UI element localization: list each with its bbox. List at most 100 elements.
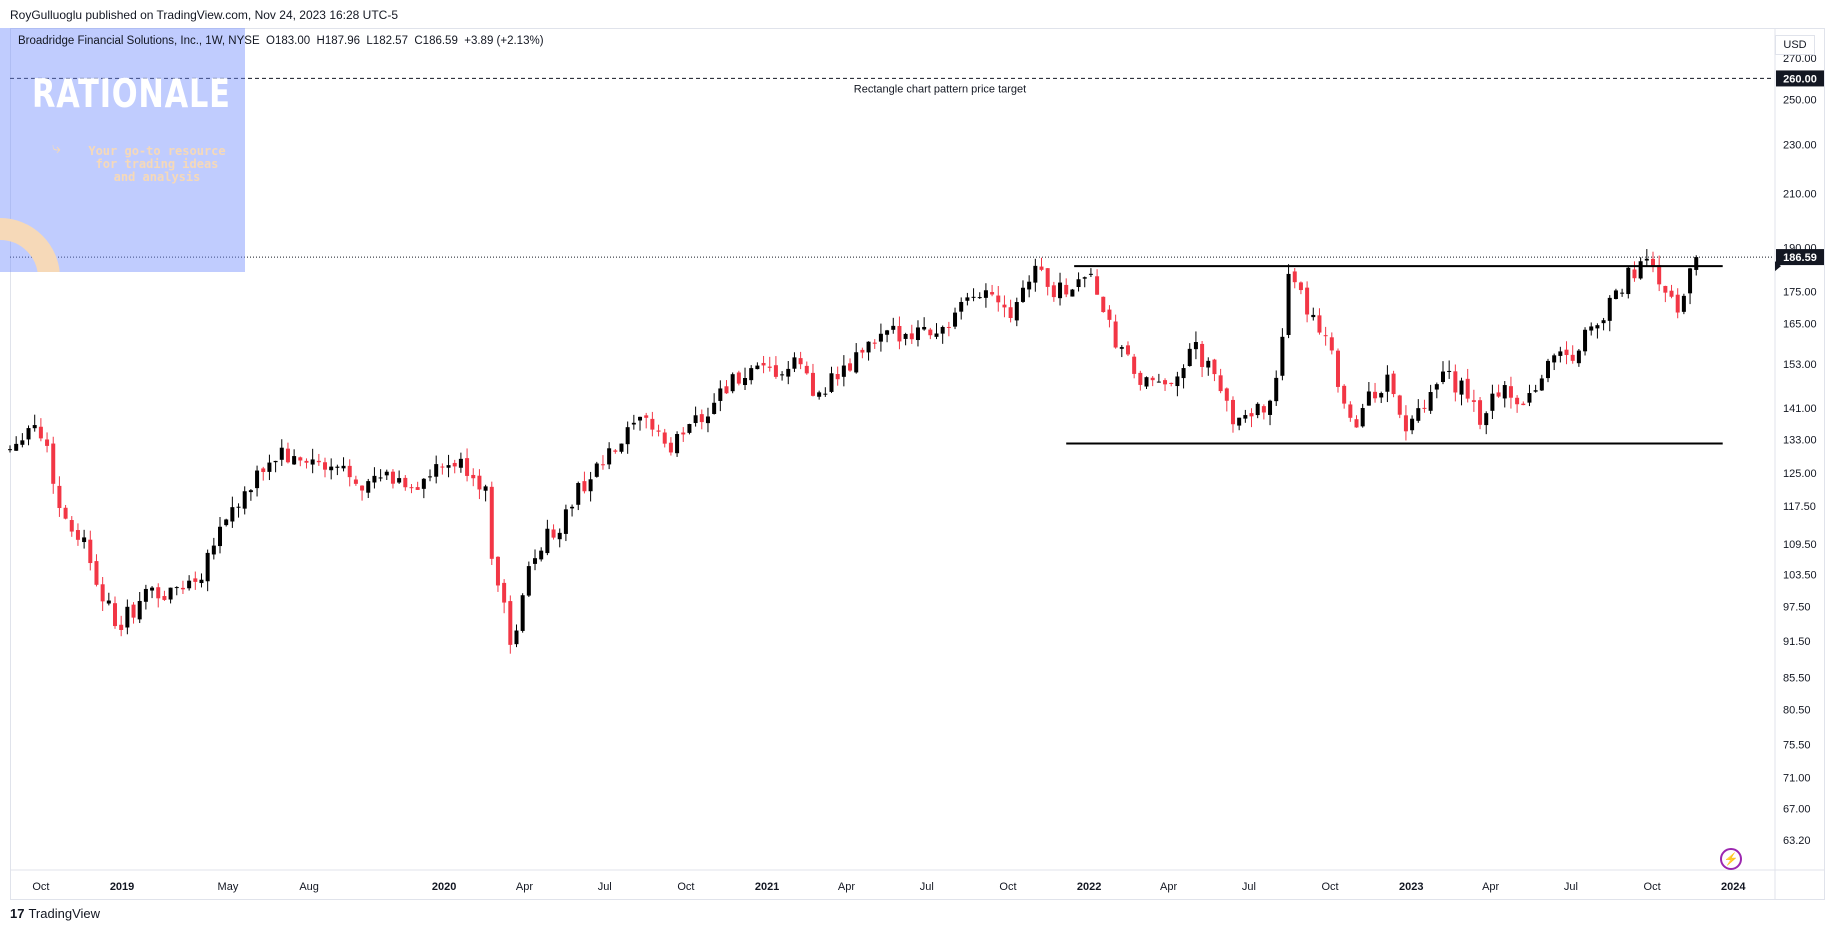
candle-body	[712, 402, 717, 414]
candle-body	[749, 368, 754, 381]
curved-arrow-icon: ⤷	[52, 140, 61, 157]
symbol-legend[interactable]: Broadridge Financial Solutions, Inc., 1W…	[18, 35, 544, 47]
candle-body	[1292, 271, 1297, 283]
candle-body	[1379, 393, 1384, 398]
y-tick-label: 91.50	[1783, 636, 1811, 648]
candle-body	[990, 292, 995, 295]
change-value: +3.89 (+2.13%)	[464, 35, 544, 47]
candle-body	[1366, 391, 1371, 406]
candle-body	[137, 600, 142, 620]
candle-body	[854, 352, 859, 373]
candle-body	[1305, 287, 1310, 315]
candle-body	[1119, 347, 1124, 349]
target-line-label: Rectangle chart pattern price target	[854, 83, 1026, 95]
candle-body	[409, 487, 414, 489]
candle-body	[1632, 269, 1637, 279]
tradingview-logo[interactable]: 17 TradingView	[10, 906, 100, 921]
candle-body	[743, 378, 748, 386]
candle-body	[1125, 345, 1130, 355]
candle-body	[63, 507, 68, 519]
candle-body	[619, 443, 624, 452]
x-tick-label: Apr	[838, 881, 855, 893]
symbol-name[interactable]: Broadridge Financial Solutions, Inc., 1W…	[18, 35, 260, 47]
candle-body	[755, 365, 760, 370]
candle-body	[218, 526, 223, 547]
candle-body	[780, 374, 785, 376]
candle-body	[1613, 290, 1618, 300]
candle-body	[773, 365, 778, 377]
candle-body	[1410, 418, 1415, 431]
candle-body	[465, 458, 470, 476]
candle-body	[607, 448, 612, 465]
candle-body	[434, 464, 439, 477]
candle-body	[483, 486, 488, 491]
candle-body	[1545, 360, 1550, 379]
candle-body	[1058, 282, 1063, 299]
chart-frame[interactable]	[10, 28, 1825, 900]
candle-body	[378, 477, 383, 479]
candle-body	[1181, 368, 1186, 379]
candle-body	[1218, 375, 1223, 392]
price-label-text: 186.59	[1783, 252, 1817, 264]
currency-label[interactable]: USD	[1775, 35, 1815, 55]
candle-body	[705, 416, 710, 424]
candle-body	[335, 466, 340, 468]
candle-body	[8, 449, 12, 451]
candle-body	[1650, 258, 1655, 268]
candle-body	[922, 326, 927, 330]
candle-body	[384, 471, 389, 476]
candle-body	[940, 326, 945, 334]
candle-body	[1521, 403, 1526, 406]
candle-body	[279, 447, 284, 460]
candle-body	[761, 362, 766, 366]
y-tick-label: 80.50	[1783, 705, 1811, 717]
candle-body	[804, 365, 809, 374]
candle-body	[57, 485, 62, 509]
candle-body	[1101, 296, 1106, 313]
y-tick-label: 63.20	[1783, 835, 1811, 847]
candle-body	[1323, 335, 1328, 337]
candle-body	[267, 462, 272, 472]
candle-body	[1502, 385, 1507, 399]
candle-body	[230, 507, 235, 522]
candle-body	[1206, 360, 1211, 368]
candle-body	[1150, 377, 1155, 381]
candle-body	[508, 601, 513, 645]
candle-body	[1453, 371, 1458, 393]
candle-body	[1422, 407, 1427, 409]
candle-body	[341, 465, 346, 469]
candle-body	[767, 366, 772, 368]
x-tick-label: Oct	[677, 881, 694, 893]
y-tick-label: 210.00	[1783, 188, 1817, 200]
candle-body	[1391, 373, 1396, 395]
candle-body	[285, 448, 290, 463]
candle-body	[965, 297, 970, 301]
candle-body	[187, 580, 192, 589]
candle-body	[557, 532, 562, 540]
candle-body	[1193, 342, 1198, 350]
candle-body	[125, 606, 130, 628]
candle-body	[1280, 336, 1285, 376]
candle-body	[113, 603, 118, 627]
candle-body	[1416, 408, 1421, 421]
lightning-icon[interactable]: ⚡	[1720, 848, 1742, 870]
candle-body	[495, 556, 500, 586]
candle-body	[1169, 382, 1174, 384]
candle-body	[323, 462, 328, 470]
candle-body	[835, 373, 840, 380]
candle-body	[810, 372, 815, 396]
candle-body	[983, 290, 988, 298]
candle-body	[594, 463, 599, 477]
candle-body	[1076, 279, 1081, 288]
candle-body	[1163, 380, 1168, 385]
candle-body	[1533, 390, 1538, 392]
candle-body	[193, 578, 198, 582]
candle-body	[471, 474, 476, 479]
candle-body	[996, 295, 1001, 303]
x-tick-label: Apr	[516, 881, 533, 893]
candle-body	[199, 579, 204, 584]
candle-body	[878, 333, 883, 342]
x-tick-label: 2024	[1721, 881, 1746, 893]
candle-body	[1298, 282, 1303, 291]
